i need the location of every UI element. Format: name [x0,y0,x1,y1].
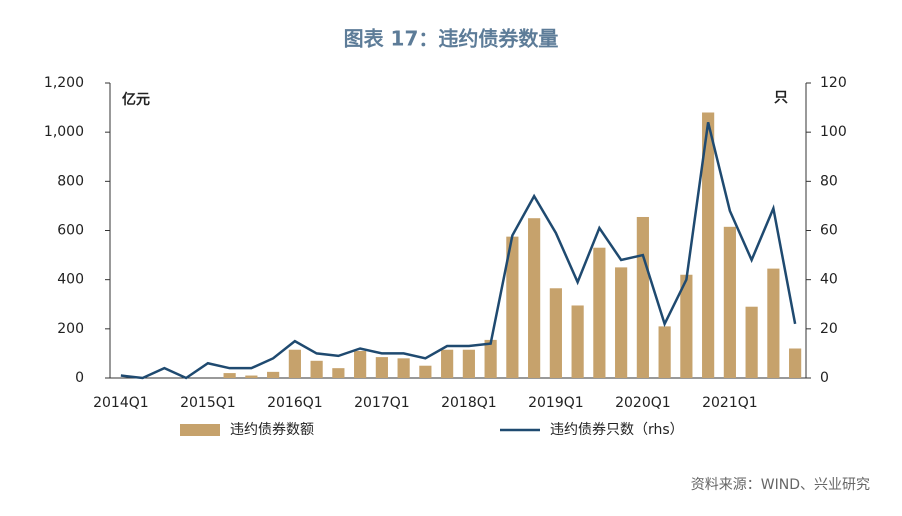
y2-tick-label: 60 [820,223,838,239]
bar [767,268,780,378]
x-tick-label: 2019Q1 [528,395,584,411]
bar [397,358,410,378]
x-tick-label: 2014Q1 [93,395,149,411]
bar [615,267,628,378]
legend-swatch [180,424,220,436]
bar [680,274,693,378]
bar [310,360,323,378]
source: 资料来源：WIND、兴业研究 [691,477,870,493]
y-tick-label: 800 [57,173,84,189]
bar [723,226,736,378]
bar [441,349,454,378]
y2-tick-label: 80 [820,173,838,189]
legend-label: 违约债券数额 [230,422,314,438]
y-tick-label: 400 [57,272,84,288]
bar [462,349,475,378]
y2-tick-label: 20 [820,321,838,337]
x-tick-label: 2021Q1 [702,395,758,411]
y-axis-unit: 亿元 [122,91,150,108]
bar [745,306,758,378]
y-tick-label: 1,000 [44,124,84,140]
bar [549,288,562,378]
bar [419,365,432,378]
x-tick-label: 2018Q1 [441,395,497,411]
y-tick-label: 200 [57,321,84,337]
x-tick-label: 2020Q1 [615,395,671,411]
bar [223,373,236,378]
y2-tick-label: 100 [820,124,847,140]
x-tick-label: 2015Q1 [180,395,236,411]
bar [267,371,280,378]
bar [245,375,258,378]
x-tick-label: 2016Q1 [267,395,323,411]
bar [288,349,301,378]
y-tick-label: 600 [57,223,84,239]
legend-label: 违约债券只数（rhs） [550,422,684,438]
bar [354,350,367,378]
chart-title: 图表 17：违约债券数量 [344,27,559,51]
y-tick-label: 1,200 [44,75,84,91]
bar [528,218,541,378]
bar [375,357,388,378]
line [120,122,797,380]
bar [636,216,649,378]
y2-tick-label: 0 [820,370,829,386]
y2-tick-label: 120 [820,75,847,91]
bar [789,348,802,378]
bar [658,326,671,378]
bar [484,339,497,378]
bar [702,112,715,378]
bar [571,305,584,378]
y-tick-label: 0 [75,370,84,386]
y2-axis-unit: 只 [774,90,788,106]
x-tick-label: 2017Q1 [354,395,410,411]
bar [332,368,345,378]
bar [506,236,519,378]
bar [593,247,606,378]
y2-tick-label: 40 [820,272,838,288]
